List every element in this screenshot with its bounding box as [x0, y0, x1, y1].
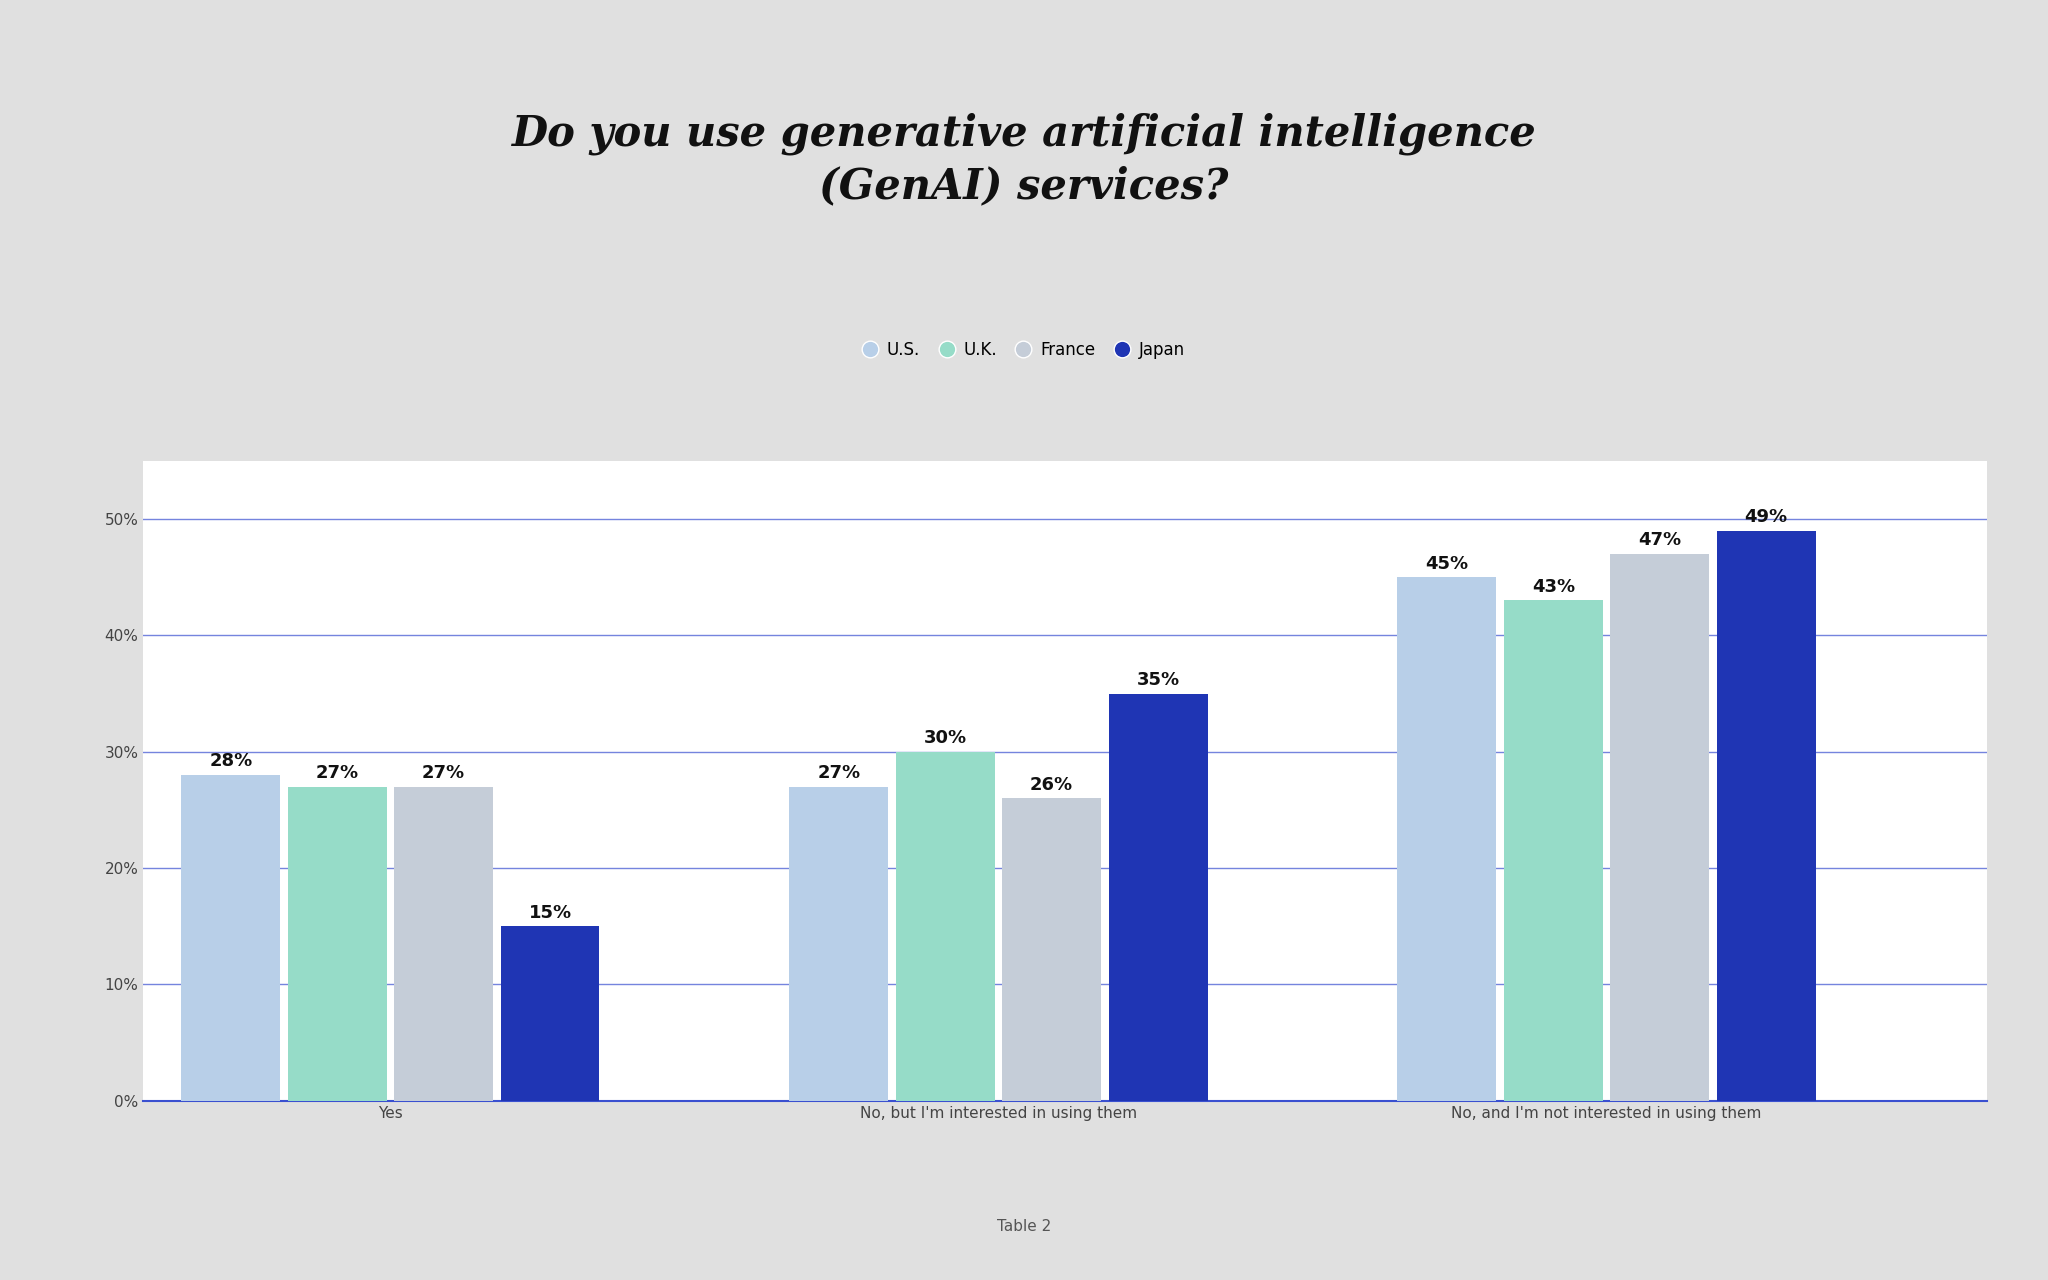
Bar: [1108, 694, 1208, 1101]
Legend: U.S., U.K., France, Japan: U.S., U.K., France, Japan: [856, 335, 1192, 366]
Bar: [1397, 577, 1497, 1101]
Bar: [500, 927, 600, 1101]
Text: 45%: 45%: [1425, 554, 1468, 572]
Text: 35%: 35%: [1137, 671, 1180, 689]
Text: 30%: 30%: [924, 730, 967, 748]
Bar: [788, 787, 889, 1101]
Text: 49%: 49%: [1745, 508, 1788, 526]
Bar: [1610, 554, 1710, 1101]
Text: 15%: 15%: [528, 904, 571, 922]
Text: 43%: 43%: [1532, 577, 1575, 595]
Text: 26%: 26%: [1030, 776, 1073, 794]
Bar: [287, 787, 387, 1101]
Text: 27%: 27%: [422, 764, 465, 782]
Text: 27%: 27%: [315, 764, 358, 782]
Bar: [182, 774, 281, 1101]
Text: 28%: 28%: [209, 753, 252, 771]
Text: 47%: 47%: [1638, 531, 1681, 549]
Bar: [895, 751, 995, 1101]
Bar: [1503, 600, 1604, 1101]
Text: Do you use generative artificial intelligence
(GenAI) services?: Do you use generative artificial intelli…: [512, 113, 1536, 207]
Bar: [393, 787, 494, 1101]
Bar: [1001, 799, 1102, 1101]
Bar: [1716, 531, 1817, 1101]
Text: 27%: 27%: [817, 764, 860, 782]
Text: Table 2: Table 2: [997, 1219, 1051, 1234]
